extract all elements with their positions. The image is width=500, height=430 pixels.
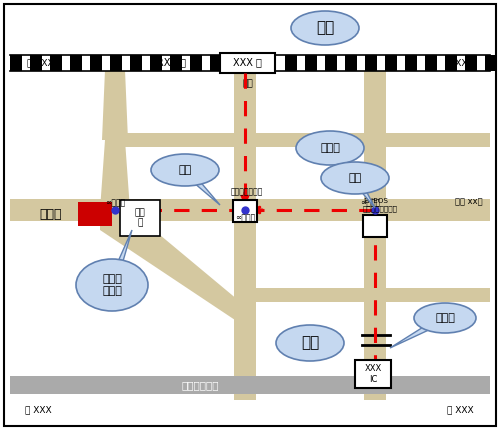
Text: XXX
IC: XXX IC [364,364,382,384]
Bar [445,55,457,71]
Text: JRXX 線: JRXX 線 [154,58,186,68]
Bar [106,133,124,221]
Bar [325,55,337,71]
Text: 目印: 目印 [178,165,192,175]
Polygon shape [102,70,128,140]
FancyBboxPatch shape [355,360,391,388]
Bar [190,55,202,71]
Bar [30,55,42,71]
Bar [285,55,297,71]
Bar [10,55,490,71]
Bar [106,199,124,221]
Ellipse shape [151,154,219,186]
Text: ＸＸ　高速道: ＸＸ 高速道 [181,380,219,390]
FancyBboxPatch shape [120,200,160,236]
Text: ルート: ルート [320,143,340,153]
Bar [245,288,490,302]
Text: 至 XXX: 至 XXX [446,405,473,415]
Bar [170,55,182,71]
Bar [150,55,162,71]
FancyBboxPatch shape [220,53,275,73]
Text: 起点: 起点 [301,335,319,350]
Ellipse shape [291,11,359,45]
Bar [364,70,386,400]
Polygon shape [352,176,375,208]
Polygon shape [182,167,220,205]
Bar [10,199,490,221]
Bar [78,202,112,226]
Bar [105,133,490,147]
Text: 起点: 起点 [316,21,334,36]
Bar [345,55,357,71]
Polygon shape [100,210,250,320]
Polygon shape [390,314,447,348]
Bar [485,55,497,71]
Bar [70,55,82,71]
Text: ルート: ルート [435,313,455,323]
Bar [90,55,102,71]
Bar [50,55,62,71]
Bar [405,55,417,71]
Ellipse shape [296,131,364,165]
Bar [210,55,222,71]
FancyBboxPatch shape [363,215,387,237]
Bar [365,55,377,71]
Bar [385,55,397,71]
Text: セブンイレブン: セブンイレブン [231,187,264,196]
Polygon shape [100,140,130,210]
Text: ∞交差点: ∞交差点 [360,198,380,207]
Text: 目印: 目印 [348,173,362,183]
Bar [110,55,122,71]
Text: 南口: 南口 [242,79,253,88]
Text: 消防
署: 消防 署 [134,208,145,228]
Text: 至 XXX: 至 XXX [26,58,54,68]
Ellipse shape [414,303,476,333]
Bar [465,55,477,71]
Bar [305,55,317,71]
Bar [234,70,256,400]
Text: XXX 駅: XXX 駅 [233,57,262,67]
Bar [130,55,142,71]
Bar [10,55,22,71]
Text: 至 XXX: 至 XXX [446,58,473,68]
Text: ENEOS
ガソリンスタンド: ENEOS ガソリンスタンド [363,198,398,212]
Ellipse shape [76,259,148,311]
Bar [10,376,490,394]
Text: 目的地
の目印: 目的地 の目印 [102,274,122,296]
Text: ∞交差点: ∞交差点 [105,198,125,207]
Ellipse shape [321,162,389,194]
FancyBboxPatch shape [233,200,257,222]
Text: 目的地: 目的地 [40,208,62,221]
Polygon shape [108,230,132,286]
Ellipse shape [276,325,344,361]
Text: ∞交差点: ∞交差点 [235,213,255,222]
Text: 国道 xx号: 国道 xx号 [456,197,483,206]
Bar [425,55,437,71]
Text: 至 XXX: 至 XXX [24,405,52,415]
